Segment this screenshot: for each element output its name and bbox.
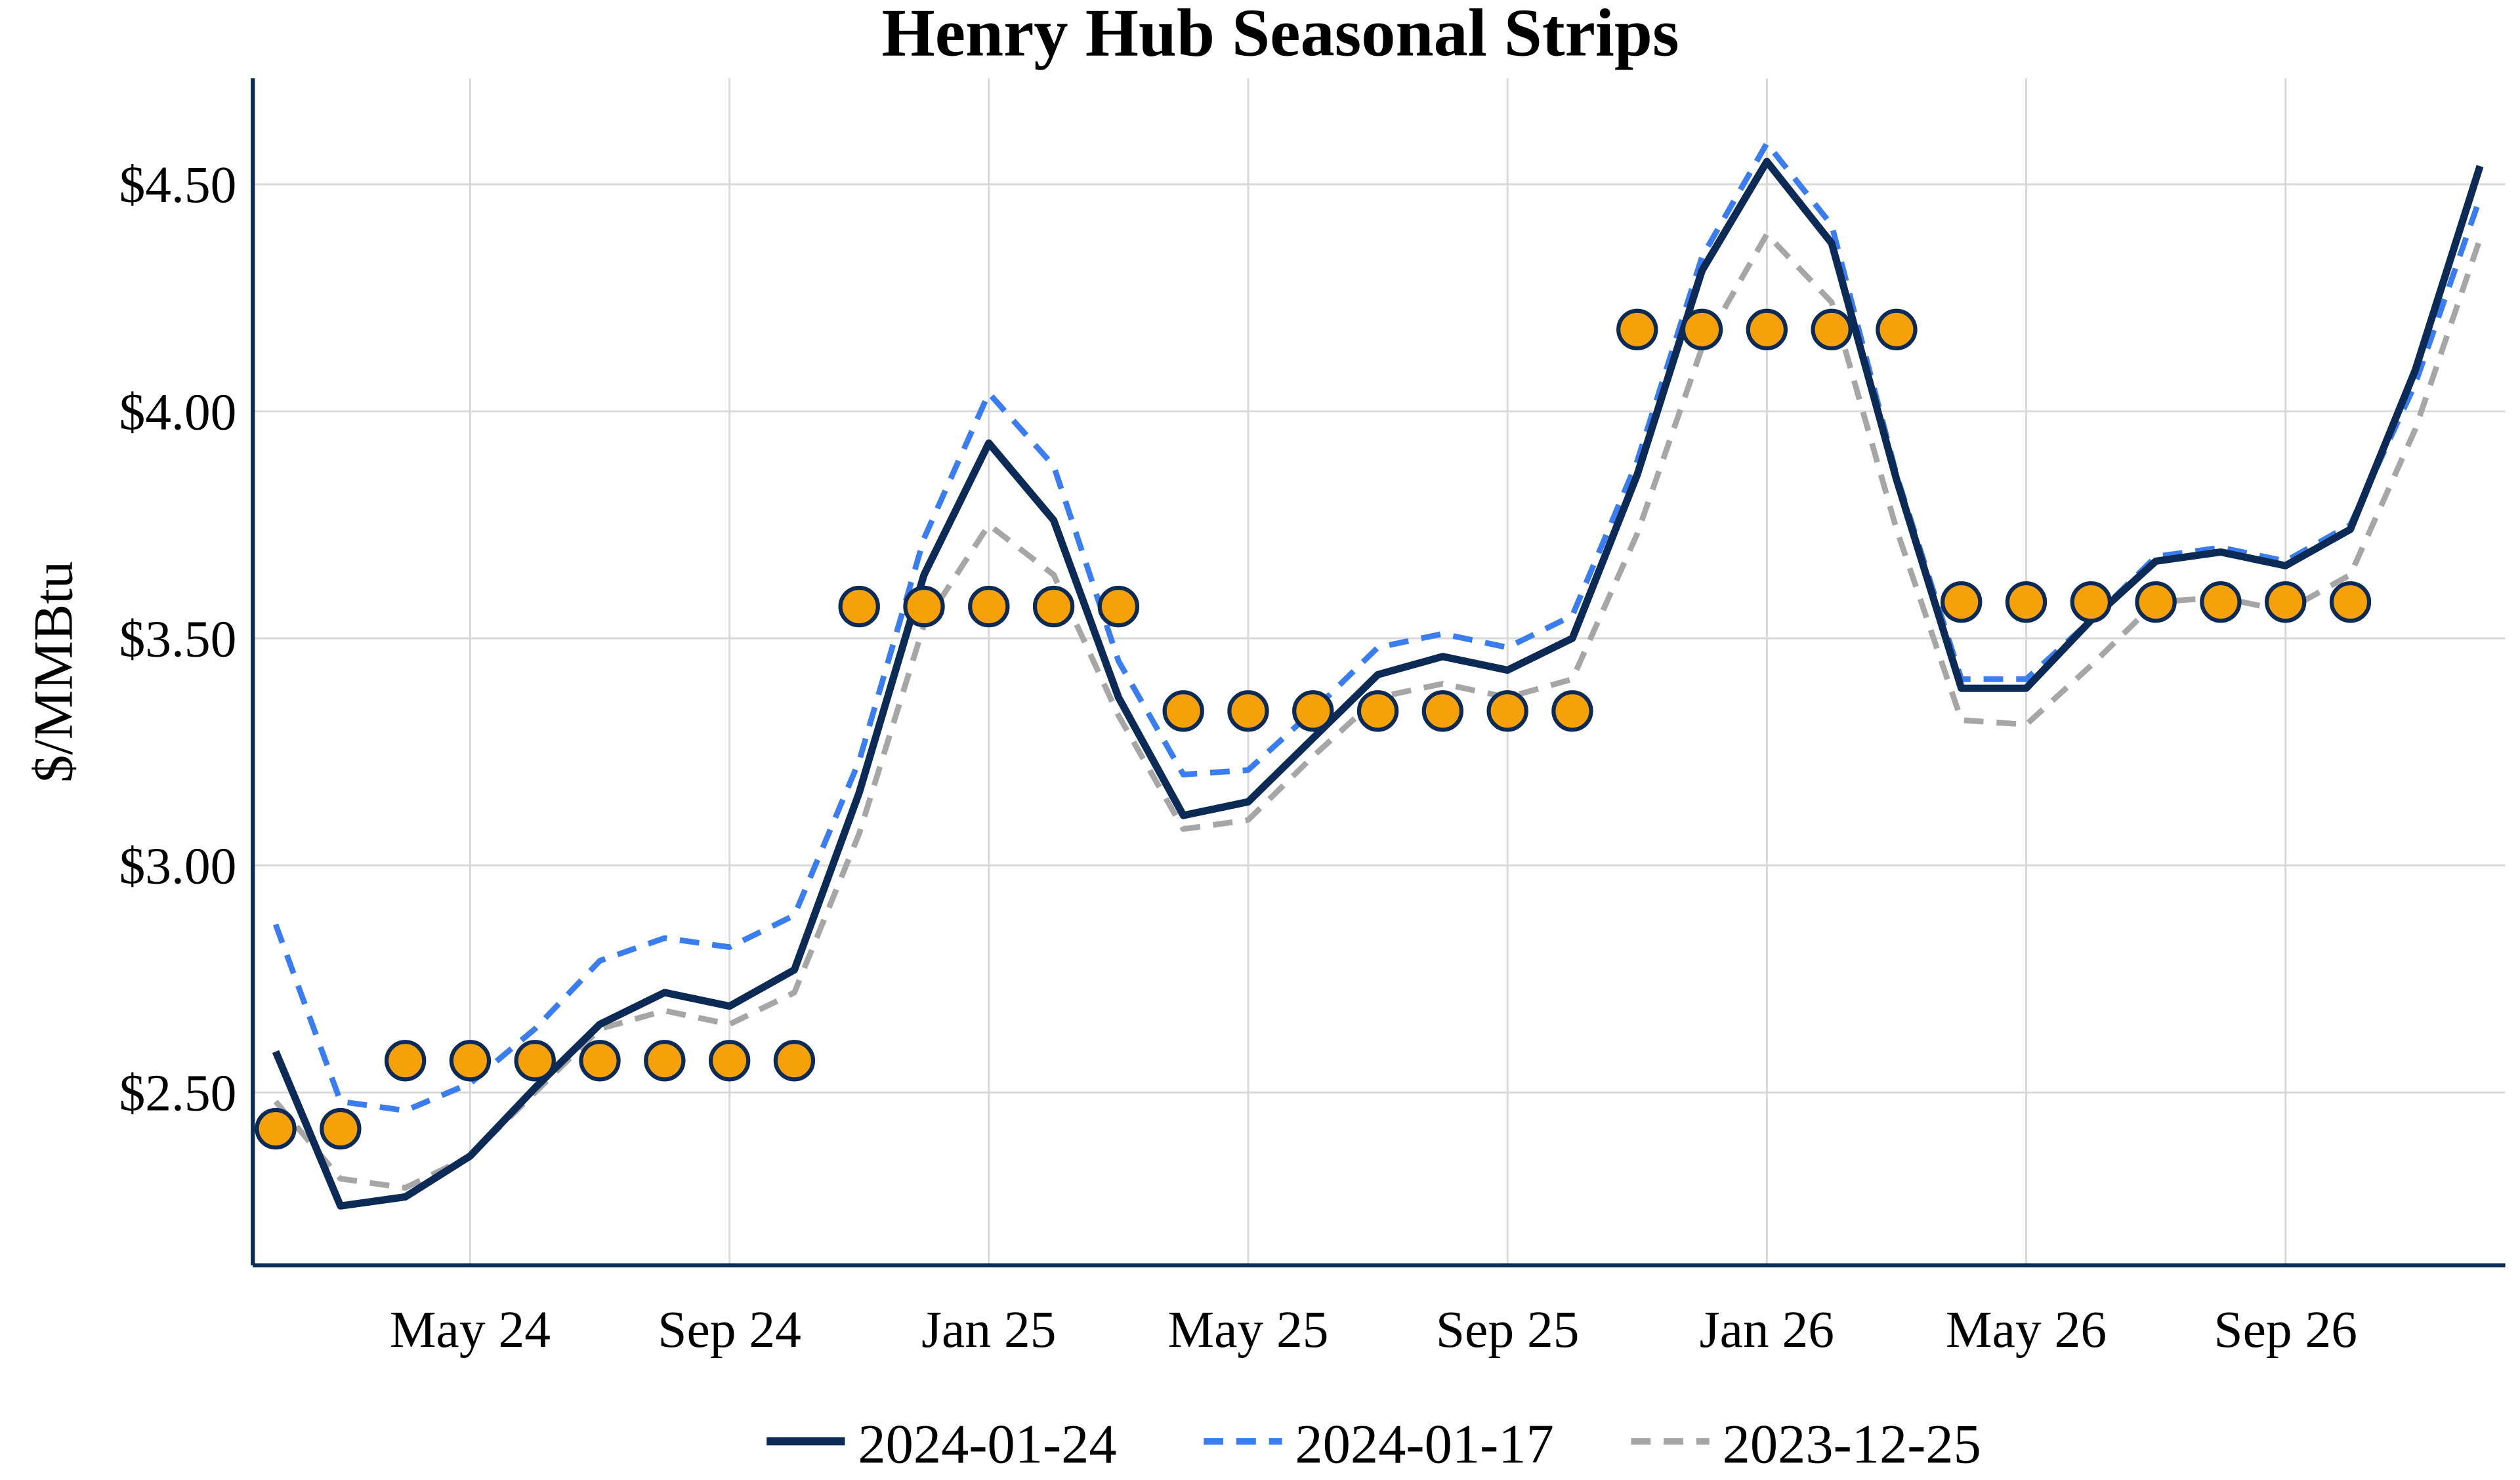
strip-marker xyxy=(1486,690,1528,732)
strip-marker xyxy=(2005,581,2048,623)
strip-markers xyxy=(255,308,2372,1150)
legend-label: 2024-01-17 xyxy=(1295,1414,1553,1475)
y-tick-label: $3.00 xyxy=(119,837,236,895)
x-tick-label: Sep 24 xyxy=(658,1301,801,1359)
strip-marker xyxy=(968,585,1010,628)
legend: 2024-01-24 2024-01-17 2023-12-25 xyxy=(766,1414,1981,1475)
strip-marker xyxy=(514,1040,556,1082)
x-ticks: May 24 Sep 24 Jan 25 May 25 Sep 25 Jan 26 May … xyxy=(390,1301,2357,1359)
strip-marker xyxy=(1227,690,1269,732)
y-axis-label: $/MMBtu xyxy=(23,561,84,783)
legend-label: 2023-12-25 xyxy=(1723,1414,1981,1475)
x-tick-label: May 24 xyxy=(390,1301,551,1359)
y-ticks: $2.50 $3.00 $3.50 $4.00 $4.50 xyxy=(119,156,236,1122)
strip-marker xyxy=(1162,690,1204,732)
y-tick-label: $4.50 xyxy=(119,156,236,214)
y-tick-label: $4.00 xyxy=(119,383,236,441)
x-tick-label: Sep 26 xyxy=(2214,1301,2357,1359)
y-tick-label: $3.50 xyxy=(119,610,236,668)
strip-marker xyxy=(1746,308,1788,351)
strip-marker xyxy=(1292,690,1334,732)
strip-marker xyxy=(838,585,880,628)
strip-marker xyxy=(1551,690,1593,732)
strip-marker xyxy=(2135,581,2177,623)
strip-marker xyxy=(644,1040,686,1082)
strip-marker xyxy=(903,585,945,628)
x-tick-label: Jan 25 xyxy=(921,1301,1056,1359)
strip-marker xyxy=(1032,585,1075,628)
strip-marker xyxy=(2070,581,2112,623)
x-tick-label: May 25 xyxy=(1167,1301,1328,1359)
strip-marker xyxy=(255,1107,297,1150)
strip-marker xyxy=(2329,581,2372,623)
strip-marker xyxy=(1681,308,1723,351)
chart-title: Henry Hub Seasonal Strips xyxy=(882,0,1679,71)
strip-marker xyxy=(1616,308,1658,351)
strip-marker xyxy=(708,1040,751,1082)
x-tick-label: Jan 26 xyxy=(1700,1301,1834,1359)
grid xyxy=(253,78,2506,1265)
strip-marker xyxy=(449,1040,492,1082)
strip-marker xyxy=(1356,690,1399,732)
x-tick-label: May 26 xyxy=(1946,1301,2107,1359)
strip-marker xyxy=(320,1107,362,1150)
strip-marker xyxy=(1421,690,1464,732)
strip-marker xyxy=(1097,585,1140,628)
strip-marker xyxy=(1941,581,1983,623)
legend-label: 2024-01-24 xyxy=(858,1414,1116,1475)
strip-marker xyxy=(2200,581,2242,623)
strip-marker xyxy=(773,1040,816,1082)
y-tick-label: $2.50 xyxy=(119,1065,236,1122)
strip-marker xyxy=(579,1040,621,1082)
strip-marker xyxy=(384,1040,427,1082)
strip-marker xyxy=(1811,308,1853,351)
strip-marker xyxy=(2265,581,2307,623)
series-line-2024-01-24 xyxy=(272,157,2484,1210)
strip-marker xyxy=(1876,308,1918,351)
x-tick-label: Sep 25 xyxy=(1436,1301,1580,1359)
series-line-2024-01-17 xyxy=(272,140,2483,1114)
